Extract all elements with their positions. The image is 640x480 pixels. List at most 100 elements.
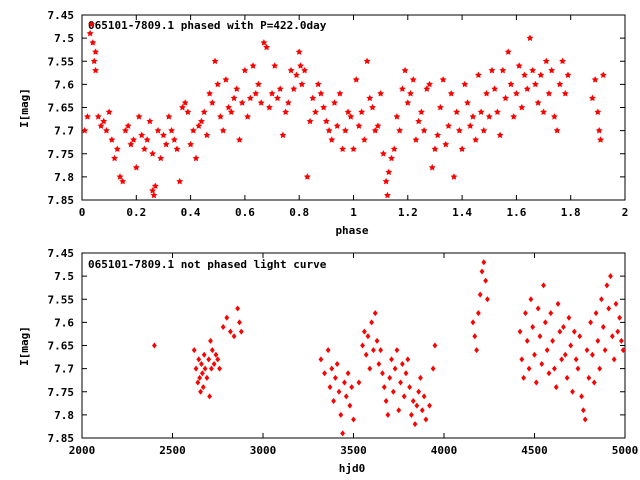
unphased-data-point — [597, 365, 603, 372]
phased-data-point — [369, 103, 376, 111]
phased-data-point — [111, 154, 118, 162]
phased-data-point — [559, 57, 566, 65]
phased-chart-title: 065101-7809.1 phased with P=422.0day — [88, 19, 327, 32]
phased-data-point — [124, 122, 132, 129]
unphased-data-point — [599, 296, 604, 303]
unphased-data-point — [333, 374, 338, 381]
unphased-data-point — [322, 370, 327, 377]
phased-data-point — [284, 99, 292, 106]
phased-data-point — [165, 113, 173, 120]
phased-data-point — [556, 80, 564, 88]
phased-data-point — [86, 29, 94, 37]
phased-data-point — [388, 154, 395, 162]
phased-data-point — [81, 127, 89, 134]
unphased-data-point — [372, 310, 378, 317]
unphased-data-point — [577, 333, 583, 340]
phased-data-point — [241, 66, 249, 74]
unphased-data-point — [546, 370, 552, 377]
phased-data-point — [531, 80, 539, 88]
unphased-data-point — [475, 310, 481, 317]
phased-data-point — [214, 80, 222, 88]
phased-data-point — [401, 66, 409, 74]
unphased-data-point — [418, 374, 423, 381]
phased-data-point — [119, 177, 127, 185]
unphased-data-point — [416, 388, 422, 395]
unphased-data-point — [369, 319, 374, 326]
unphased-data-point — [329, 365, 335, 372]
unphased-data-point — [201, 351, 207, 358]
phased-data-point — [282, 108, 290, 116]
phased-data-point — [236, 136, 243, 143]
unphased-data-point — [427, 402, 432, 409]
phased-data-point — [227, 108, 235, 116]
phased-data-point — [222, 76, 230, 83]
phased-data-point — [350, 145, 357, 153]
phased-data-point — [461, 80, 469, 88]
unphased-data-point — [334, 361, 340, 367]
unphased-x-tick-label: 3500 — [340, 444, 367, 457]
unphased-data-point — [374, 337, 380, 344]
phased-data-point — [181, 99, 189, 106]
unphased-data-point — [582, 416, 588, 423]
unphased-data-point — [390, 388, 396, 395]
phased-y-tick-label: 7.65 — [48, 102, 75, 115]
phased-data-point — [360, 136, 368, 143]
unphased-data-point — [481, 259, 487, 266]
unphased-data-point — [432, 342, 438, 349]
phased-data-point — [192, 154, 200, 162]
unphased-data-point — [474, 347, 479, 354]
unphased-data-point — [224, 314, 230, 321]
phased-data-point — [336, 90, 344, 97]
phased-data-point — [132, 164, 140, 171]
unphased-y-tick-label: 7.65 — [48, 340, 75, 353]
phased-data-point — [417, 108, 425, 116]
unphased-x-axis-label: hjd0 — [339, 462, 366, 475]
unphased-y-tick-label: 7.5 — [54, 270, 74, 283]
unphased-data-point — [380, 370, 385, 377]
phased-data-point — [474, 71, 482, 79]
phased-y-tick-label: 7.45 — [48, 9, 75, 22]
phased-data-point — [154, 127, 162, 134]
unphased-data-point — [523, 310, 528, 317]
unphased-data-point — [325, 347, 331, 354]
phased-data-point — [512, 90, 520, 97]
phased-data-point — [515, 62, 523, 69]
phased-x-tick-label: 1.8 — [561, 206, 581, 219]
phased-data-point — [195, 122, 203, 129]
phased-data-point — [238, 99, 246, 106]
phased-data-point — [344, 108, 352, 116]
phased-data-point — [322, 117, 330, 125]
unphased-data-point — [198, 388, 203, 395]
phased-data-point — [233, 85, 241, 92]
phased-y-tick-label: 7.75 — [48, 148, 75, 161]
unphased-y-tick-label: 7.55 — [48, 293, 75, 306]
unphased-data-point — [342, 379, 347, 386]
unphased-data-point — [553, 384, 559, 391]
unphased-data-point — [526, 365, 532, 372]
phased-y-tick-label: 7.7 — [54, 125, 74, 138]
unphased-data-point — [557, 328, 563, 335]
unphased-data-point — [361, 328, 367, 335]
unphased-data-point — [351, 416, 356, 423]
phased-data-point — [217, 113, 224, 120]
phased-data-point — [312, 108, 319, 116]
phased-data-point — [325, 127, 333, 134]
unphased-data-point — [405, 356, 411, 363]
phased-data-point — [157, 154, 165, 162]
phased-x-tick-label: 1.4 — [452, 206, 472, 219]
phased-data-point — [309, 94, 317, 102]
unphased-data-point — [383, 398, 389, 404]
unphased-data-point — [398, 379, 403, 386]
phased-data-point — [550, 113, 558, 120]
unphased-data-point — [195, 379, 201, 386]
phased-data-point — [92, 48, 99, 55]
unphased-data-point — [381, 384, 387, 391]
unphased-data-point — [327, 384, 333, 391]
unphased-x-tick-label: 5000 — [612, 444, 639, 457]
phased-data-point — [347, 113, 355, 120]
unphased-data-point — [349, 384, 355, 391]
phased-x-tick-label: 0.6 — [235, 206, 255, 219]
phased-x-tick-label: 0.2 — [126, 206, 146, 219]
unphased-data-point — [550, 337, 555, 344]
phased-data-point — [105, 108, 113, 116]
